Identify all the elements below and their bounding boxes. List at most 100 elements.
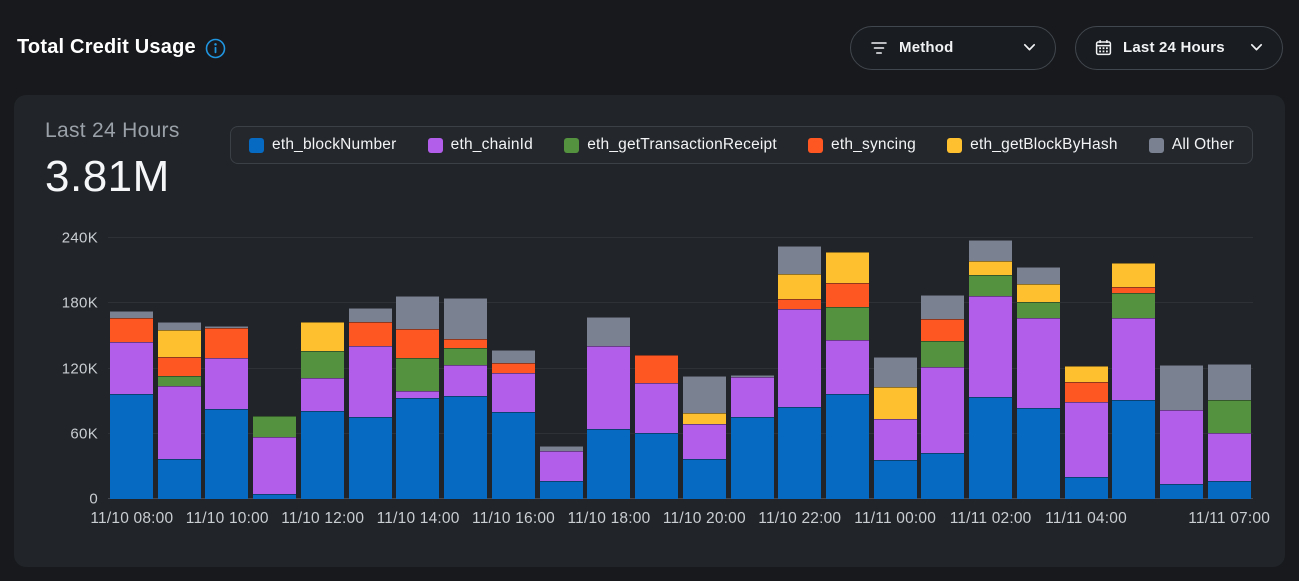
bar-11/11 07:00[interactable]: [1207, 238, 1251, 499]
bar-11/11 05:00[interactable]: [1112, 238, 1156, 499]
bar-segment-eth_syncing[interactable]: [444, 339, 488, 348]
bar-segment-eth_syncing[interactable]: [396, 329, 440, 358]
bar-segment-eth_getBlockByHash[interactable]: [778, 273, 822, 299]
bar-11/10 12:00[interactable]: [300, 238, 344, 499]
bar-segment-eth_getTransactionReceipt[interactable]: [1112, 293, 1156, 319]
bar-segment-eth_blockNumber[interactable]: [253, 493, 297, 499]
bar-segment-eth_syncing[interactable]: [157, 356, 201, 377]
bar-segment-eth_getTransactionReceipt[interactable]: [969, 275, 1013, 296]
bar-segment-eth_chainId[interactable]: [921, 367, 965, 454]
bar-segment-eth_getBlockByHash[interactable]: [682, 413, 726, 424]
bar-segment-eth_getBlockByHash[interactable]: [1112, 263, 1156, 287]
bar-segment-eth_blockNumber[interactable]: [205, 408, 249, 499]
bar-segment-eth_syncing[interactable]: [778, 298, 822, 309]
bar-segment-eth_syncing[interactable]: [1112, 286, 1156, 294]
bar-segment-All Other[interactable]: [969, 240, 1013, 261]
bar-segment-eth_getBlockByHash[interactable]: [1064, 366, 1108, 382]
bar-segment-eth_getTransactionReceipt[interactable]: [1207, 400, 1251, 433]
bar-segment-eth_chainId[interactable]: [1064, 402, 1108, 478]
bar-11/10 16:00[interactable]: [491, 238, 535, 499]
bar-11/11 01:00[interactable]: [921, 238, 965, 499]
bar-segment-eth_syncing[interactable]: [205, 328, 249, 358]
bar-segment-eth_blockNumber[interactable]: [969, 396, 1013, 499]
bar-11/11 02:00[interactable]: [969, 238, 1013, 499]
bar-segment-All Other[interactable]: [587, 317, 631, 346]
bar-11/10 15:00[interactable]: [444, 238, 488, 499]
info-icon[interactable]: [205, 38, 226, 59]
bar-11/10 14:00[interactable]: [396, 238, 440, 499]
bar-segment-eth_blockNumber[interactable]: [1016, 407, 1060, 499]
bar-segment-eth_syncing[interactable]: [921, 318, 965, 342]
bar-segment-All Other[interactable]: [778, 245, 822, 274]
bar-segment-eth_syncing[interactable]: [491, 363, 535, 373]
bar-segment-eth_getBlockByHash[interactable]: [873, 387, 917, 419]
bar-segment-eth_chainId[interactable]: [348, 345, 392, 418]
bar-segment-eth_syncing[interactable]: [348, 321, 392, 346]
bar-11/10 20:00[interactable]: [682, 238, 726, 499]
bar-11/10 10:00[interactable]: [205, 238, 249, 499]
bar-segment-eth_blockNumber[interactable]: [682, 458, 726, 499]
bar-segment-eth_chainId[interactable]: [730, 377, 774, 418]
bar-segment-eth_getTransactionReceipt[interactable]: [444, 347, 488, 366]
bar-segment-eth_blockNumber[interactable]: [826, 393, 870, 499]
bar-segment-All Other[interactable]: [1016, 267, 1060, 284]
bar-segment-eth_getTransactionReceipt[interactable]: [253, 416, 297, 438]
bar-segment-All Other[interactable]: [205, 326, 249, 329]
bar-segment-eth_getBlockByHash[interactable]: [826, 252, 870, 283]
bar-segment-eth_blockNumber[interactable]: [491, 412, 535, 499]
bar-segment-eth_getBlockByHash[interactable]: [157, 330, 201, 357]
bar-segment-All Other[interactable]: [1160, 365, 1204, 410]
method-dropdown[interactable]: Method: [850, 25, 1056, 70]
legend-item[interactable]: eth_getTransactionReceipt: [564, 136, 777, 154]
legend-item[interactable]: eth_blockNumber: [249, 136, 396, 154]
bar-segment-All Other[interactable]: [682, 376, 726, 414]
bar-11/10 19:00[interactable]: [635, 238, 679, 499]
bar-segment-eth_chainId[interactable]: [587, 345, 631, 430]
bar-segment-eth_blockNumber[interactable]: [1112, 400, 1156, 499]
bar-segment-eth_blockNumber[interactable]: [778, 406, 822, 499]
bar-segment-eth_blockNumber[interactable]: [348, 417, 392, 499]
bar-segment-eth_blockNumber[interactable]: [110, 393, 153, 499]
bar-segment-All Other[interactable]: [396, 295, 440, 330]
bar-segment-eth_blockNumber[interactable]: [444, 395, 488, 499]
bar-segment-All Other[interactable]: [873, 356, 917, 388]
bar-segment-eth_chainId[interactable]: [396, 391, 440, 398]
bar-11/10 18:00[interactable]: [587, 238, 631, 499]
bar-segment-eth_chainId[interactable]: [1207, 432, 1251, 481]
bar-11/10 08:00[interactable]: [110, 238, 153, 499]
bar-segment-All Other[interactable]: [110, 310, 153, 319]
bar-11/10 13:00[interactable]: [348, 238, 392, 499]
bar-segment-eth_blockNumber[interactable]: [635, 432, 679, 499]
bar-segment-eth_chainId[interactable]: [682, 423, 726, 459]
bar-segment-eth_blockNumber[interactable]: [300, 410, 344, 499]
bar-segment-eth_getBlockByHash[interactable]: [969, 260, 1013, 275]
bar-segment-eth_getTransactionReceipt[interactable]: [826, 306, 870, 341]
bar-segment-eth_syncing[interactable]: [110, 318, 153, 343]
bar-segment-All Other[interactable]: [730, 375, 774, 378]
bar-segment-eth_getTransactionReceipt[interactable]: [1016, 302, 1060, 319]
legend-item[interactable]: eth_syncing: [808, 136, 916, 154]
bar-segment-All Other[interactable]: [1207, 364, 1251, 401]
bar-segment-eth_chainId[interactable]: [635, 382, 679, 433]
bar-segment-eth_getBlockByHash[interactable]: [1016, 283, 1060, 303]
bar-segment-All Other[interactable]: [491, 350, 535, 364]
bar-segment-All Other[interactable]: [157, 321, 201, 331]
bar-11/11 00:00[interactable]: [873, 238, 917, 499]
bar-segment-eth_chainId[interactable]: [873, 418, 917, 460]
bar-segment-eth_blockNumber[interactable]: [539, 480, 583, 499]
bar-segment-eth_chainId[interactable]: [253, 437, 297, 494]
bar-segment-eth_blockNumber[interactable]: [1207, 480, 1251, 499]
bar-segment-All Other[interactable]: [444, 297, 488, 340]
bar-segment-eth_chainId[interactable]: [444, 365, 488, 396]
bar-11/10 17:00[interactable]: [539, 238, 583, 499]
bar-segment-eth_chainId[interactable]: [300, 378, 344, 411]
bar-11/11 06:00[interactable]: [1160, 238, 1204, 499]
legend-item[interactable]: eth_chainId: [427, 136, 533, 154]
bar-11/10 11:00[interactable]: [253, 238, 297, 499]
bar-segment-eth_getTransactionReceipt[interactable]: [300, 351, 344, 379]
bar-11/10 22:00[interactable]: [778, 238, 822, 499]
bar-segment-eth_blockNumber[interactable]: [730, 417, 774, 499]
bar-segment-All Other[interactable]: [921, 294, 965, 319]
bar-segment-eth_syncing[interactable]: [1064, 381, 1108, 403]
bar-segment-eth_chainId[interactable]: [205, 357, 249, 409]
